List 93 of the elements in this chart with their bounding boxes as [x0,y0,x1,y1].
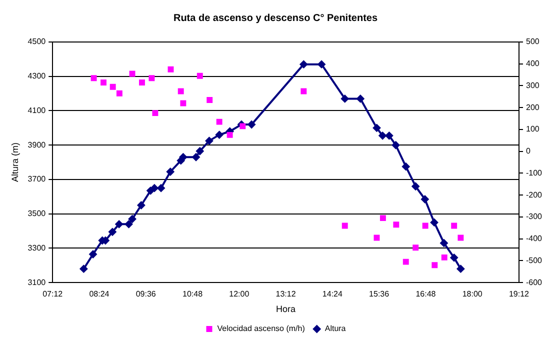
point [342,222,348,229]
y-tick-label: 4100 [28,106,46,115]
point [166,168,174,176]
x-tick-label: 09:36 [136,290,156,299]
x-tick-label: 12:00 [229,290,250,299]
point [115,220,124,228]
point [110,84,116,90]
point [456,264,465,273]
point [356,94,364,103]
y2-tick-label: -600 [526,278,543,287]
x-tick-label: 13:12 [276,290,296,299]
point [300,88,307,94]
point [157,184,166,192]
point [412,244,419,251]
point [178,88,184,94]
y-tick-label: 4500 [28,37,46,46]
point [100,79,106,86]
point [108,228,116,236]
x-tick-label: 10:48 [182,290,204,299]
y2-tick-label: -300 [526,212,543,222]
y2-tick-label: -400 [526,234,543,244]
y-tick-label: 4300 [28,72,46,81]
point [168,66,174,72]
point [412,182,420,190]
point [248,120,256,128]
point [420,195,429,204]
y2-tick-label: -100 [526,168,543,178]
point [440,239,448,248]
y2-tick-label: -500 [526,256,543,265]
point [137,201,146,210]
point [89,250,98,258]
point [300,60,308,68]
point [318,60,326,68]
point [422,222,428,229]
y-tick-label: 3300 [28,243,46,252]
y-tick-label: 3700 [28,174,46,184]
legend-label: Velocidad ascenso (m/h) [217,324,306,334]
point [206,96,213,103]
point [451,222,458,229]
point [148,75,155,82]
point [196,72,203,79]
x-tick-label: 07:12 [42,290,64,299]
point [385,132,394,140]
point [116,90,122,96]
y-tick-label: 3500 [28,209,46,218]
x-tick-label: 16:48 [416,290,436,299]
point [432,262,438,268]
point [450,254,458,262]
point [216,118,222,125]
x-tick-label: 14:24 [322,290,343,299]
point [458,234,464,241]
point [226,132,233,138]
x-axis-title: Hora [276,304,296,314]
chart-title: Ruta de ascenso y descenso C° Penitentes [173,12,378,24]
x-tick-label: 19:12 [508,290,530,299]
y2-tick-label: -200 [526,190,543,200]
point [80,264,88,273]
point [215,130,224,139]
point [205,136,214,145]
point [380,215,386,222]
y-tick-label: 3900 [28,140,46,150]
x-tick-label: 08:24 [89,290,110,299]
point [430,218,438,226]
legend-label: Altura [324,324,346,334]
point [90,75,97,82]
point [196,147,204,156]
point [402,162,410,171]
point [393,222,400,228]
point [192,153,200,162]
point [378,132,387,140]
x-tick-label: 15:36 [369,290,390,299]
point [240,123,246,130]
y-tick-label: 3100 [28,278,46,287]
point [372,124,381,132]
y2-tick-label: 0 [526,146,531,156]
y2-tick-label: 300 [526,80,540,90]
point [340,94,349,103]
point [124,220,133,228]
y2-tick-label: 400 [526,59,540,68]
y2-tick-label: 200 [526,102,540,112]
point [402,258,409,265]
y2-tick-label: 100 [526,124,540,134]
point [152,110,158,116]
y-axis-title: Altura (m) [10,142,20,182]
point [128,215,136,224]
point [150,184,158,192]
point [441,254,448,260]
point [392,141,400,150]
y2-tick-label: 500 [526,37,540,46]
point [139,79,145,86]
point [129,70,136,77]
point [180,100,186,106]
x-tick-label: 18:00 [462,290,483,299]
